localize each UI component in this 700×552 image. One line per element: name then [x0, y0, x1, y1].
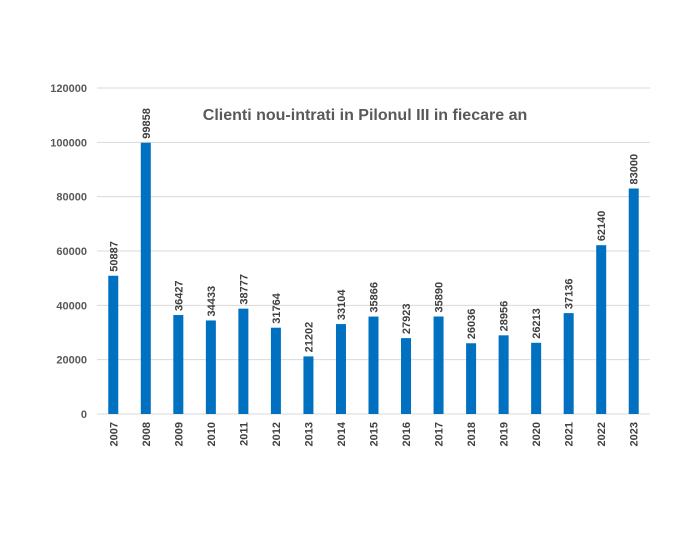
bar	[498, 335, 509, 414]
bar	[401, 338, 412, 414]
x-tick-label: 2010	[206, 422, 218, 446]
data-label: 83000	[629, 154, 641, 185]
data-label: 21202	[303, 322, 315, 353]
data-label: 99858	[141, 108, 153, 139]
data-label: 26036	[466, 309, 478, 340]
data-label: 35890	[434, 282, 446, 313]
y-tick-label: 40000	[56, 300, 87, 312]
x-tick-label: 2016	[401, 422, 413, 446]
x-tick-label: 2014	[336, 421, 348, 446]
data-label: 35866	[369, 282, 381, 313]
data-label: 37136	[564, 279, 576, 310]
bar	[270, 327, 281, 414]
y-tick-label: 100000	[50, 137, 87, 149]
bar	[563, 313, 574, 414]
y-tick-label: 60000	[56, 246, 87, 258]
bar	[596, 245, 607, 414]
bar	[531, 342, 542, 414]
data-label: 36427	[173, 280, 185, 311]
data-label: 50887	[108, 241, 120, 272]
x-tick-label: 2017	[434, 422, 446, 446]
y-axis-tick-labels: 0 20000 40000 60000 80000 100000 120000	[50, 83, 87, 421]
x-axis-tick-labels: 2007 2008 2009 2010 2011 2012 2013 2014 2015 2016…	[108, 421, 640, 446]
data-label: 33104	[336, 289, 348, 320]
y-tick-label: 120000	[50, 83, 87, 95]
x-tick-label: 2022	[596, 422, 608, 446]
x-tick-label: 2015	[369, 422, 381, 446]
bar	[335, 324, 346, 414]
y-tick-label: 80000	[56, 192, 87, 204]
bar	[238, 308, 249, 414]
bar	[140, 142, 151, 414]
bar	[108, 275, 119, 414]
x-tick-label: 2020	[531, 422, 543, 446]
bar	[205, 320, 216, 414]
gridlines	[97, 87, 650, 415]
data-label: 38777	[238, 274, 250, 305]
bar	[303, 356, 314, 414]
data-label: 62140	[596, 211, 608, 242]
bar	[466, 343, 477, 414]
bar	[173, 315, 184, 414]
data-label: 26213	[531, 308, 543, 339]
x-tick-label: 2023	[629, 422, 641, 446]
x-tick-label: 2009	[173, 422, 185, 446]
x-tick-label: 2019	[499, 422, 511, 446]
chart-title: Clienti nou-intrati in Pilonul III in fi…	[203, 107, 527, 124]
x-tick-label: 2007	[108, 422, 120, 446]
bar	[433, 316, 444, 414]
data-label: 28956	[499, 301, 511, 332]
data-labels: 50887 99858 36427 34433 38777 31764 21202 33104…	[108, 108, 640, 352]
x-tick-label: 2011	[238, 422, 250, 446]
bars	[108, 142, 639, 414]
x-tick-label: 2021	[564, 422, 576, 446]
x-tick-label: 2008	[141, 422, 153, 446]
y-tick-label: 20000	[56, 355, 87, 367]
x-tick-label: 2012	[271, 422, 283, 446]
x-tick-label: 2013	[303, 422, 315, 446]
bar	[368, 316, 379, 414]
data-label: 27923	[401, 304, 413, 335]
x-tick-label: 2018	[466, 422, 478, 446]
bar	[628, 188, 639, 414]
data-label: 34433	[206, 286, 218, 317]
y-tick-label: 0	[81, 409, 87, 421]
data-label: 31764	[271, 292, 283, 323]
